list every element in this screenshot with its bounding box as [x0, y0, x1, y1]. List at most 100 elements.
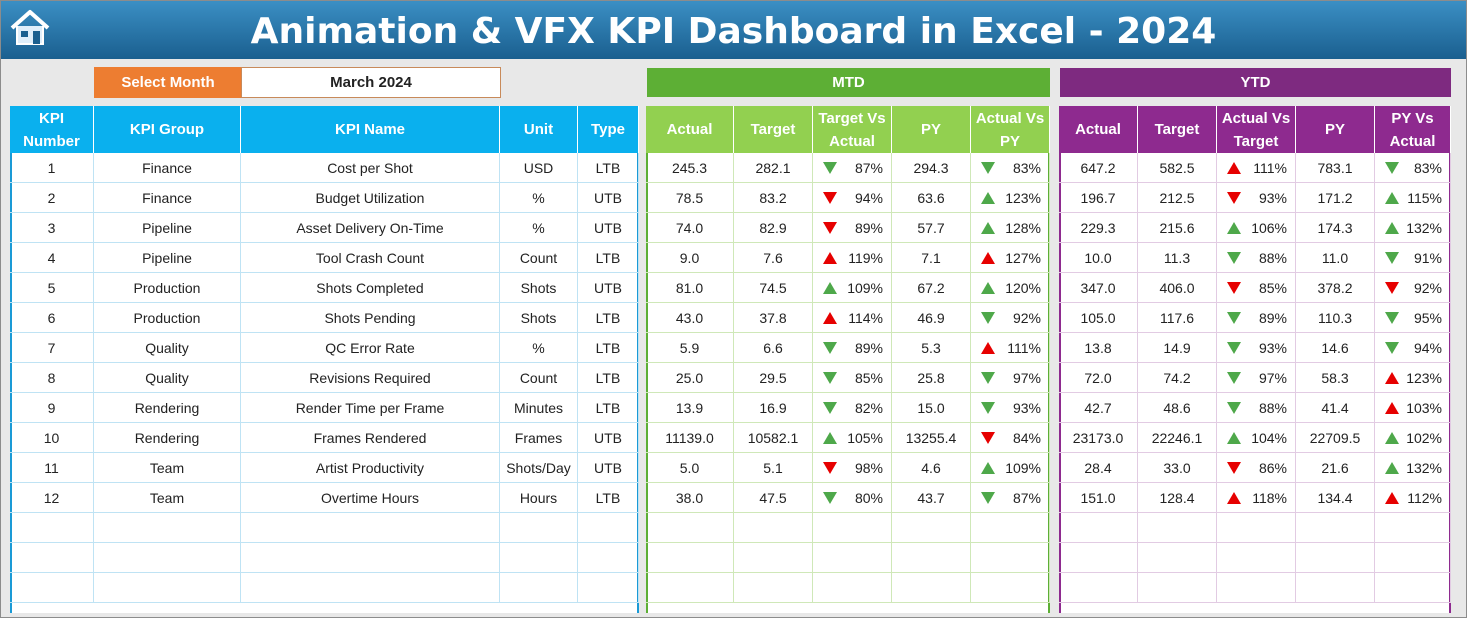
arrow-shape — [1227, 311, 1241, 324]
arrow-up — [823, 281, 837, 294]
arrow-shape — [1385, 191, 1399, 204]
data-cell: 8 — [10, 363, 94, 393]
data-cell: LTB — [578, 243, 639, 273]
arrow-shape — [981, 401, 995, 414]
column-header: KPI Number — [10, 106, 94, 153]
percent-value: 85% — [1258, 279, 1287, 296]
arrow-shape — [823, 251, 837, 264]
data-cell: 171.2 — [1296, 183, 1375, 213]
data-cell: UTB — [578, 213, 639, 243]
data-cell: 46.9 — [892, 303, 971, 333]
percent-cell: 83% — [971, 153, 1050, 183]
empty-cell — [1138, 573, 1217, 603]
arrow-up — [1385, 461, 1399, 474]
data-cell: 13255.4 — [892, 423, 971, 453]
data-cell: 1 — [10, 153, 94, 183]
data-cell: 117.6 — [1138, 303, 1217, 333]
data-cell: Count — [500, 363, 578, 393]
arrow-shape — [1227, 221, 1241, 234]
arrow-down — [1227, 191, 1241, 204]
empty-cell — [646, 573, 734, 603]
arrow-shape — [1227, 491, 1241, 504]
data-cell: Tool Crash Count — [241, 243, 500, 273]
arrow-up — [1227, 491, 1241, 504]
data-cell: Overtime Hours — [241, 483, 500, 513]
arrow-down — [823, 191, 837, 204]
data-cell: 42.7 — [1059, 393, 1138, 423]
arrow-up — [981, 461, 995, 474]
arrow-up — [1385, 431, 1399, 444]
percent-cell: 92% — [1375, 273, 1451, 303]
percent-cell: 94% — [1375, 333, 1451, 363]
data-cell: 378.2 — [1296, 273, 1375, 303]
arrow-shape — [823, 161, 837, 174]
arrow-shape — [1385, 311, 1399, 324]
data-cell: 4 — [10, 243, 94, 273]
data-cell: 13.9 — [646, 393, 734, 423]
home-icon[interactable] — [9, 9, 51, 47]
empty-cell — [241, 543, 500, 573]
data-cell: 63.6 — [892, 183, 971, 213]
percent-value: 95% — [1413, 309, 1442, 326]
data-cell: 5.1 — [734, 453, 813, 483]
percent-value: 132% — [1406, 459, 1442, 476]
data-cell: 21.6 — [1296, 453, 1375, 483]
data-cell: Cost per Shot — [241, 153, 500, 183]
arrow-up — [981, 341, 995, 354]
arrow-down — [1227, 401, 1241, 414]
empty-cell — [1296, 543, 1375, 573]
data-cell: Team — [94, 453, 241, 483]
empty-cell — [1217, 573, 1296, 603]
percent-value: 127% — [1005, 249, 1041, 266]
arrow-shape — [981, 371, 995, 384]
arrow-up — [1227, 431, 1241, 444]
ytd-table: Actual Target Actual Vs Target PY PY Vs Actu… — [1059, 106, 1451, 613]
data-cell: Team — [94, 483, 241, 513]
percent-cell: 109% — [971, 453, 1050, 483]
empty-cell — [734, 543, 813, 573]
percent-value: 88% — [1258, 399, 1287, 416]
percent-cell: 119% — [813, 243, 892, 273]
arrow-down — [1227, 341, 1241, 354]
empty-cell — [10, 543, 94, 573]
arrow-shape — [1385, 221, 1399, 234]
percent-value: 93% — [1012, 399, 1041, 416]
percent-value: 91% — [1413, 249, 1442, 266]
arrow-up — [823, 431, 837, 444]
column-header: KPI Name — [241, 106, 500, 153]
percent-cell: 103% — [1375, 393, 1451, 423]
data-cell: 6 — [10, 303, 94, 333]
empty-cell — [1375, 513, 1451, 543]
percent-cell: 89% — [1217, 303, 1296, 333]
arrow-shape — [1385, 281, 1399, 294]
percent-value: 83% — [1413, 159, 1442, 176]
data-cell: 582.5 — [1138, 153, 1217, 183]
percent-value: 120% — [1005, 279, 1041, 296]
percent-value: 88% — [1258, 249, 1287, 266]
arrow-up — [1385, 491, 1399, 504]
empty-cell — [578, 513, 639, 543]
arrow-down — [981, 431, 995, 444]
arrow-shape — [981, 221, 995, 234]
arrow-up — [1385, 371, 1399, 384]
empty-cell — [1138, 543, 1217, 573]
arrow-down — [1227, 281, 1241, 294]
column-header: Unit — [500, 106, 578, 153]
data-cell: 128.4 — [1138, 483, 1217, 513]
percent-value: 132% — [1406, 219, 1442, 236]
percent-value: 104% — [1251, 429, 1287, 446]
arrow-shape — [1227, 431, 1241, 444]
empty-cell — [1059, 573, 1138, 603]
data-cell: Artist Productivity — [241, 453, 500, 483]
empty-cell — [971, 513, 1050, 543]
percent-cell: 106% — [1217, 213, 1296, 243]
data-cell: 110.3 — [1296, 303, 1375, 333]
month-selector[interactable]: March 2024 — [241, 67, 501, 98]
data-cell: % — [500, 213, 578, 243]
empty-cell — [1375, 543, 1451, 573]
column-header: Actual — [646, 106, 734, 153]
percent-cell: 91% — [1375, 243, 1451, 273]
percent-cell: 109% — [813, 273, 892, 303]
empty-cell — [1375, 573, 1451, 603]
arrow-shape — [1385, 161, 1399, 174]
